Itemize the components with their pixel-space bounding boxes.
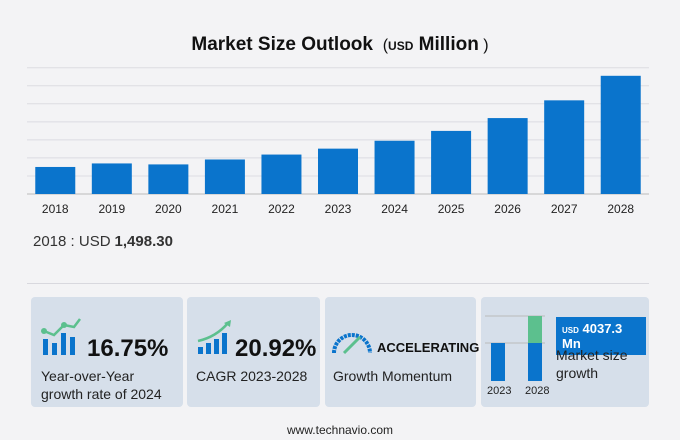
yoy-card: 16.75% Year-over-Year growth rate of 202…	[31, 297, 183, 407]
growth-year-start: 2023	[487, 385, 512, 397]
bar-2022	[261, 154, 302, 194]
title-text: Market Size Outlook	[191, 34, 373, 55]
momentum-value: ACCELERATING	[377, 340, 480, 355]
momentum-card: ACCELERATING Growth Momentum	[325, 297, 480, 407]
base-year-summary: 2018 : USD 1,498.30	[33, 233, 173, 250]
bar-2027	[544, 100, 585, 194]
growth-chart-icon	[41, 318, 81, 355]
bar-2020	[148, 164, 189, 194]
chart-title: Market Size Outlook (USD Million )	[191, 34, 489, 55]
x-tick-label: 2018	[42, 202, 69, 216]
bar-2025	[431, 130, 472, 194]
summary-label: 2018 : USD	[33, 233, 111, 250]
x-tick-label: 2020	[155, 202, 182, 216]
bar-2023	[318, 148, 358, 194]
x-tick-label: 2019	[98, 202, 125, 216]
growth-caption-line1: Market size	[556, 347, 628, 363]
yoy-caption: Year-over-Year growth rate of 2024	[41, 367, 162, 403]
title-unit-prefix: USD	[388, 39, 414, 53]
x-tick-label: 2028	[607, 202, 634, 216]
footer-url[interactable]: www.technavio.com	[286, 423, 394, 437]
bar-2019	[91, 163, 132, 194]
summary-value: 1,498.30	[114, 233, 173, 250]
growth-bars-icon	[485, 315, 545, 381]
bar-2018	[35, 166, 76, 194]
bar-2021	[204, 159, 245, 194]
cagr-caption: CAGR 2023-2028	[196, 368, 308, 384]
cagr-card: 20.92% CAGR 2023-2028	[187, 297, 320, 407]
growth-year-end: 2028	[525, 385, 550, 397]
momentum-caption: Growth Momentum	[333, 368, 453, 384]
market-growth-card: 2023 2028 USD 4037.3 Mn Market size grow…	[481, 297, 649, 407]
x-tick-label: 2025	[438, 202, 465, 216]
x-tick-label: 2021	[212, 202, 239, 216]
bar-2028	[600, 75, 641, 194]
bar-2024	[374, 140, 415, 194]
x-tick-label: 2022	[268, 202, 295, 216]
speedometer-icon	[332, 333, 372, 355]
divider	[27, 283, 649, 284]
growth-badge: USD 4037.3 Mn	[556, 317, 646, 355]
growth-arrow-icon	[197, 320, 231, 354]
x-tick-label: 2027	[551, 202, 578, 216]
growth-caption-line2: growth	[556, 365, 599, 381]
bar-2026	[487, 118, 528, 194]
badge-prefix: USD	[562, 326, 579, 335]
growth-caption: Market size growth	[556, 346, 628, 382]
cagr-value: 20.92%	[235, 335, 317, 362]
yoy-caption-line1: Year-over-Year	[41, 368, 135, 384]
yoy-value: 16.75%	[87, 335, 169, 362]
x-tick-label: 2026	[494, 202, 521, 216]
x-tick-label: 2024	[381, 202, 408, 216]
yoy-caption-line2: growth rate of 2024	[41, 386, 162, 402]
x-tick-label: 2023	[325, 202, 352, 216]
title-unit: Million	[418, 34, 479, 55]
bar-chart: 2018 2019 2020 2021 2022 2023 2024 2025 2026 2027…	[27, 67, 649, 216]
badge-value: 4037.3 Mn	[562, 321, 623, 351]
